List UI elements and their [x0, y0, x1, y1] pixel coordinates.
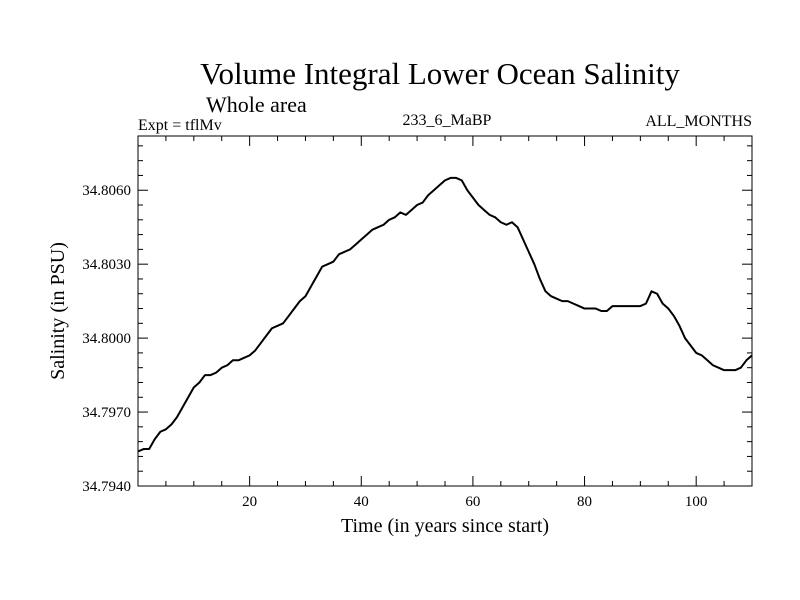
- x-tick-label: 60: [465, 494, 480, 510]
- plot-frame: [137, 135, 753, 487]
- experiment-label: Expt = tflMv: [138, 117, 222, 134]
- months-label: ALL_MONTHS: [645, 113, 752, 130]
- series-line-salinity: [137, 176, 753, 453]
- y-tick-label: 34.8000: [82, 331, 131, 347]
- y-tick-label: 34.8030: [82, 257, 131, 273]
- chart-title: Volume Integral Lower Ocean Salinity: [200, 56, 680, 91]
- y-tick-label: 34.7970: [82, 405, 131, 421]
- x-tick-label: 80: [577, 494, 592, 510]
- y-axis-label: Salinity (in PSU): [47, 242, 69, 380]
- x-tick-label: 20: [242, 494, 257, 510]
- run-id-label: 233_6_MaBP: [403, 112, 492, 129]
- y-tick-label: 34.8060: [82, 183, 131, 199]
- axis-tick-labels: 20 40 60 80 100 34.7940 34.7970 34.8000 34.8030 3…: [82, 183, 707, 510]
- x-axis-label: Time (in years since start): [341, 515, 549, 537]
- chart-subtitle: Whole area: [206, 92, 307, 117]
- x-tick-label: 100: [685, 494, 708, 510]
- y-tick-label: 34.7940: [82, 479, 131, 495]
- axis-ticks: [138, 136, 752, 487]
- x-tick-label: 40: [354, 494, 369, 510]
